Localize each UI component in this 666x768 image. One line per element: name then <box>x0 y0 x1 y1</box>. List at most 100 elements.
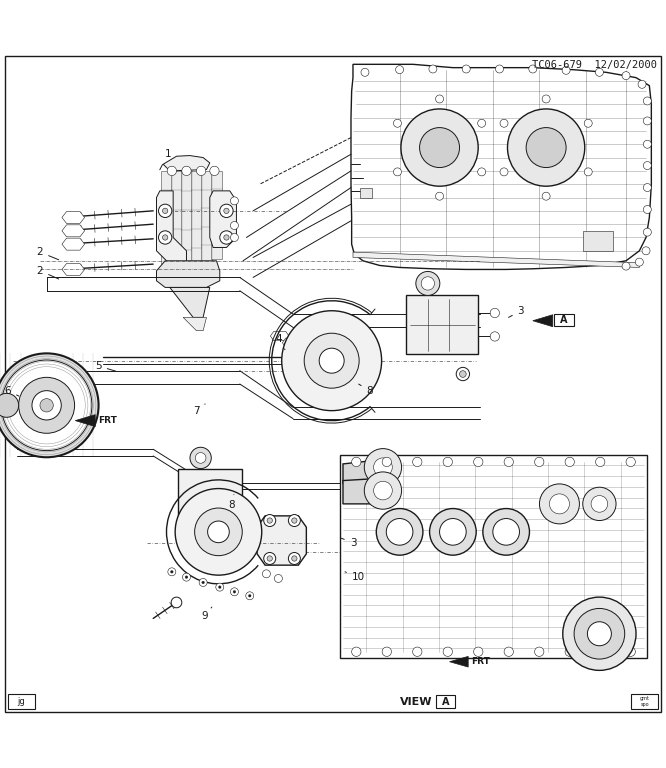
Circle shape <box>549 494 569 514</box>
Circle shape <box>626 647 635 657</box>
Text: FRT: FRT <box>471 657 490 666</box>
Circle shape <box>574 608 625 659</box>
Circle shape <box>233 591 236 593</box>
Polygon shape <box>163 156 210 171</box>
Circle shape <box>535 457 544 467</box>
Polygon shape <box>294 345 312 354</box>
Text: 9: 9 <box>202 607 212 621</box>
Circle shape <box>420 127 460 167</box>
Circle shape <box>230 233 238 241</box>
Polygon shape <box>450 657 468 667</box>
Text: 1: 1 <box>160 149 171 170</box>
Circle shape <box>224 208 229 214</box>
Circle shape <box>196 166 206 176</box>
Circle shape <box>376 508 423 555</box>
Circle shape <box>413 647 422 657</box>
Text: FRT: FRT <box>98 416 117 425</box>
Circle shape <box>382 647 392 657</box>
Circle shape <box>643 184 651 191</box>
Circle shape <box>210 166 219 176</box>
Circle shape <box>643 228 651 236</box>
Text: 7: 7 <box>193 404 205 415</box>
Circle shape <box>182 573 190 581</box>
Circle shape <box>230 588 238 596</box>
Circle shape <box>622 71 630 80</box>
Polygon shape <box>75 415 95 427</box>
Circle shape <box>159 204 172 217</box>
Polygon shape <box>343 478 393 504</box>
Circle shape <box>0 353 99 457</box>
Circle shape <box>170 571 173 573</box>
Polygon shape <box>353 252 639 267</box>
Circle shape <box>304 333 359 388</box>
Circle shape <box>274 574 282 582</box>
Circle shape <box>394 168 402 176</box>
Polygon shape <box>340 455 647 658</box>
Text: 2: 2 <box>37 247 59 260</box>
Polygon shape <box>211 171 222 260</box>
Circle shape <box>591 495 607 512</box>
Circle shape <box>643 117 651 125</box>
Circle shape <box>394 119 402 127</box>
Circle shape <box>460 371 466 377</box>
Circle shape <box>352 647 361 657</box>
Circle shape <box>456 367 470 381</box>
Circle shape <box>401 109 478 186</box>
Polygon shape <box>305 352 324 361</box>
Circle shape <box>264 515 276 527</box>
Circle shape <box>220 204 233 217</box>
Circle shape <box>319 348 344 373</box>
Circle shape <box>635 258 643 266</box>
Circle shape <box>436 192 444 200</box>
Circle shape <box>32 391 61 420</box>
Circle shape <box>529 65 537 73</box>
Polygon shape <box>62 225 85 237</box>
Circle shape <box>267 518 272 523</box>
Circle shape <box>584 168 592 176</box>
Polygon shape <box>191 171 202 267</box>
Circle shape <box>218 586 221 588</box>
Text: 8: 8 <box>359 384 373 396</box>
Polygon shape <box>170 287 210 317</box>
Circle shape <box>195 452 206 463</box>
Circle shape <box>565 647 574 657</box>
Circle shape <box>562 66 570 74</box>
Circle shape <box>526 127 566 167</box>
Circle shape <box>565 457 574 467</box>
Circle shape <box>563 598 636 670</box>
Circle shape <box>0 393 19 417</box>
Circle shape <box>643 206 651 214</box>
Circle shape <box>643 161 651 170</box>
Circle shape <box>208 521 229 543</box>
Circle shape <box>504 457 513 467</box>
Circle shape <box>382 457 392 467</box>
Polygon shape <box>351 65 651 270</box>
Text: 4: 4 <box>275 334 285 349</box>
Polygon shape <box>282 338 301 347</box>
Text: TC06-679  12/02/2000: TC06-679 12/02/2000 <box>531 61 657 71</box>
Circle shape <box>478 119 486 127</box>
Circle shape <box>542 95 550 103</box>
Bar <box>436 695 455 708</box>
Circle shape <box>185 576 188 578</box>
Circle shape <box>542 192 550 200</box>
Polygon shape <box>316 358 334 367</box>
Circle shape <box>500 119 508 127</box>
Polygon shape <box>181 171 192 270</box>
Circle shape <box>246 592 254 600</box>
Circle shape <box>500 168 508 176</box>
Circle shape <box>504 647 513 657</box>
Circle shape <box>584 119 592 127</box>
Circle shape <box>267 556 272 561</box>
Circle shape <box>199 578 207 587</box>
Circle shape <box>462 65 470 73</box>
Circle shape <box>416 271 440 296</box>
Circle shape <box>490 332 500 341</box>
Text: 8: 8 <box>228 495 235 510</box>
Circle shape <box>288 515 300 527</box>
Polygon shape <box>210 191 236 247</box>
Circle shape <box>430 508 476 555</box>
Circle shape <box>282 311 382 411</box>
Circle shape <box>622 262 630 270</box>
Polygon shape <box>157 261 220 287</box>
